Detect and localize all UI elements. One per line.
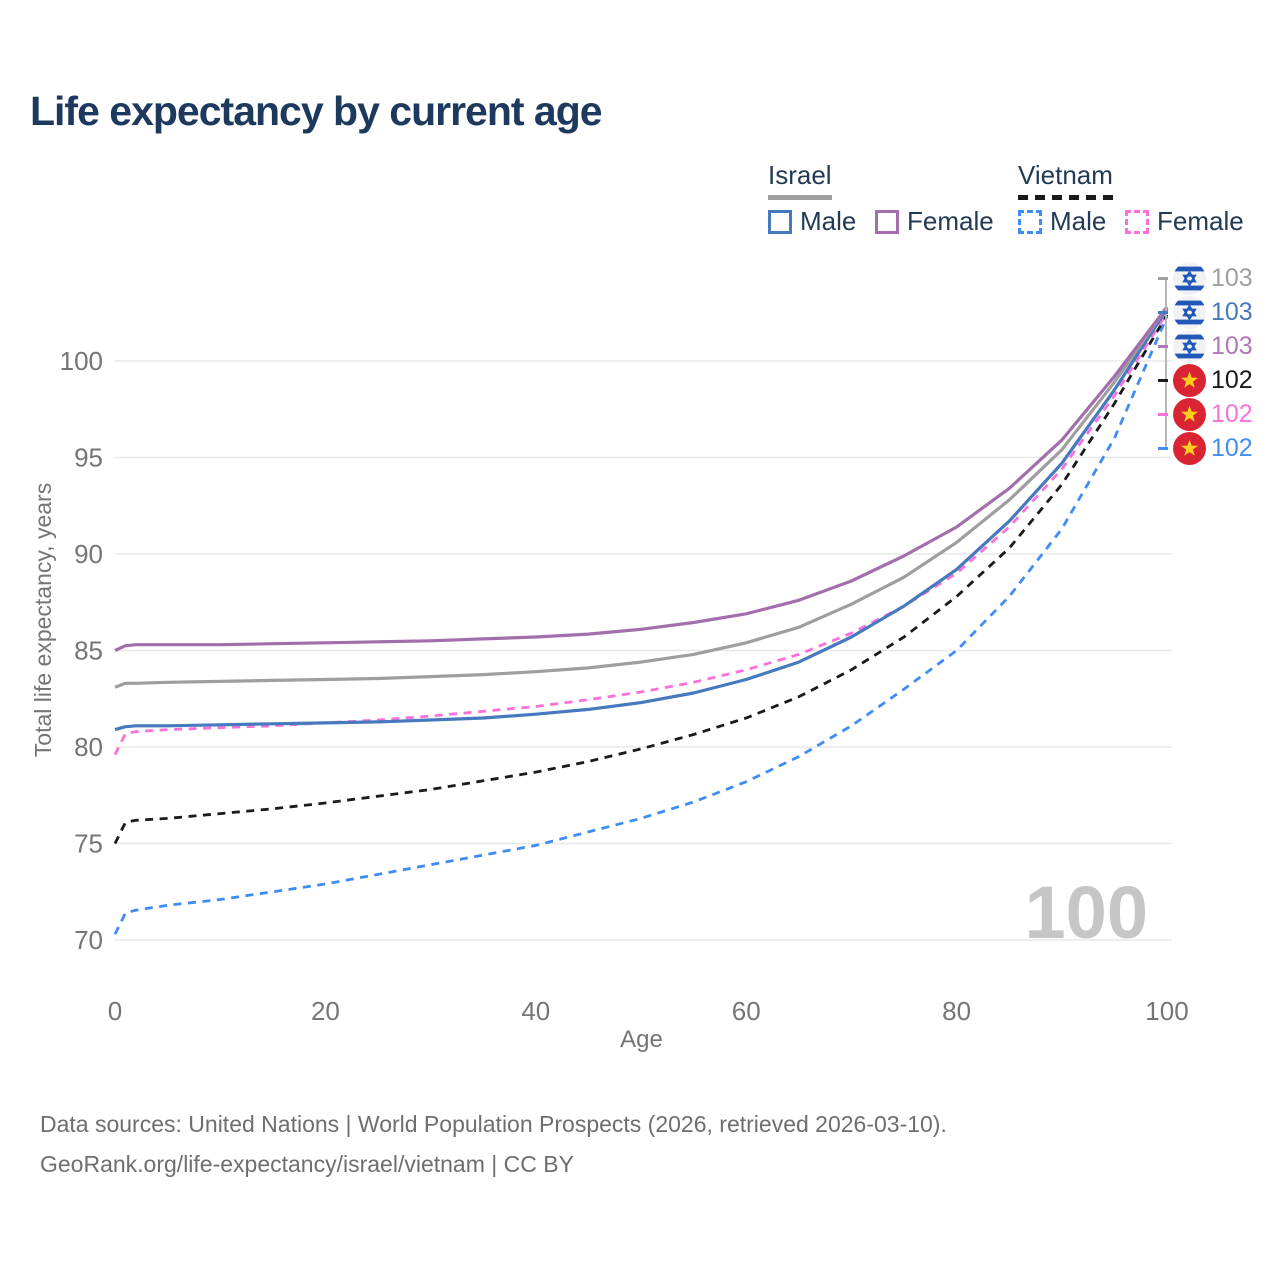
israel-female-swatch-icon <box>875 209 899 234</box>
x-tick-label: 20 <box>311 996 340 1026</box>
vietnam-flag-icon <box>1173 363 1206 397</box>
end-label-israel-male: 103 <box>1158 295 1253 329</box>
end-label-tick <box>1158 310 1168 314</box>
legend-label-vietnam-male: Male <box>1050 206 1107 236</box>
series-line-israel-total[interactable] <box>114 306 1169 689</box>
legend-underline-israel <box>768 195 832 200</box>
israel-flag-icon <box>1173 261 1206 295</box>
x-tick-label: 80 <box>942 996 971 1026</box>
legend-title-israel: Israel <box>768 160 832 190</box>
end-label-tick <box>1158 276 1168 280</box>
legend-group-israel: Israel <box>768 160 832 200</box>
series-line-vietnam-total[interactable] <box>113 313 1169 845</box>
y-tick-label: 90 <box>74 539 103 569</box>
legend-label-israel-female: Female <box>907 206 994 236</box>
legend-title-vietnam: Vietnam <box>1018 160 1113 190</box>
legend-group-vietnam: Vietnam <box>1018 160 1115 200</box>
end-label-israel-female: 103 <box>1158 329 1253 363</box>
y-tick-label: 85 <box>74 636 103 666</box>
data-source-note: Data sources: United Nations | World Pop… <box>40 1104 947 1185</box>
y-tick-label: 75 <box>74 829 103 859</box>
series-line-israel-male[interactable] <box>114 308 1169 732</box>
y-tick-label: 100 <box>60 346 103 376</box>
end-label-value: 102 <box>1211 433 1253 462</box>
israel-flag-icon <box>1173 295 1206 329</box>
vietnam-flag-icon <box>1173 397 1206 431</box>
end-label-value: 103 <box>1211 331 1253 360</box>
line-chart: 70 75 80 85 90 95 100 0 20 40 60 80 100 <box>60 306 1189 1026</box>
x-tick-label: 0 <box>108 996 122 1026</box>
data-source-line: Data sources: United Nations | World Pop… <box>40 1111 947 1137</box>
y-tick-label: 80 <box>74 732 103 762</box>
legend-item-israel-male[interactable]: Male <box>768 206 856 237</box>
end-label-connector <box>1165 278 1167 448</box>
series-line-vietnam-male[interactable] <box>113 316 1169 935</box>
page-title: Life expectancy by current age <box>30 88 603 134</box>
y-tick-label: 70 <box>74 925 103 955</box>
end-label-vietnam-male: 102 <box>1158 431 1253 465</box>
hover-age-watermark: 100 <box>1024 871 1148 954</box>
vietnam-female-swatch-icon <box>1125 209 1149 234</box>
end-label-tick <box>1158 378 1168 382</box>
vietnam-flag-icon <box>1173 431 1206 465</box>
legend-underline-vietnam <box>1018 195 1115 200</box>
series-line-israel-female[interactable] <box>114 306 1169 652</box>
end-label-tick <box>1158 344 1168 348</box>
end-label-tick <box>1158 412 1168 416</box>
end-label-value: 103 <box>1211 263 1253 292</box>
end-label-tick <box>1158 446 1168 450</box>
legend-label-israel-male: Male <box>800 206 857 236</box>
legend-item-vietnam-female[interactable]: Female <box>1125 206 1244 237</box>
israel-male-swatch-icon <box>768 209 792 234</box>
end-label-value: 103 <box>1211 297 1253 326</box>
end-label-vietnam-total: 102 <box>1158 363 1253 397</box>
legend-label-vietnam-female: Female <box>1157 206 1244 236</box>
x-tick-label: 100 <box>1145 996 1188 1026</box>
legend-item-israel-female[interactable]: Female <box>875 206 994 237</box>
end-label-vietnam-female: 102 <box>1158 397 1253 431</box>
israel-flag-icon <box>1173 329 1206 363</box>
series-line-vietnam-female[interactable] <box>113 312 1169 756</box>
x-axis-title: Age <box>620 1026 663 1053</box>
end-label-value: 102 <box>1211 399 1253 428</box>
y-tick-label: 95 <box>74 443 103 473</box>
end-label-value: 102 <box>1211 365 1253 394</box>
end-label-israel-total: 103 <box>1158 261 1253 295</box>
legend-item-vietnam-male[interactable]: Male <box>1018 206 1106 237</box>
vietnam-male-swatch-icon <box>1018 209 1042 234</box>
x-tick-label: 40 <box>521 996 550 1026</box>
x-tick-label: 60 <box>732 996 761 1026</box>
attribution-line: GeoRank.org/life-expectancy/israel/vietn… <box>40 1151 574 1178</box>
